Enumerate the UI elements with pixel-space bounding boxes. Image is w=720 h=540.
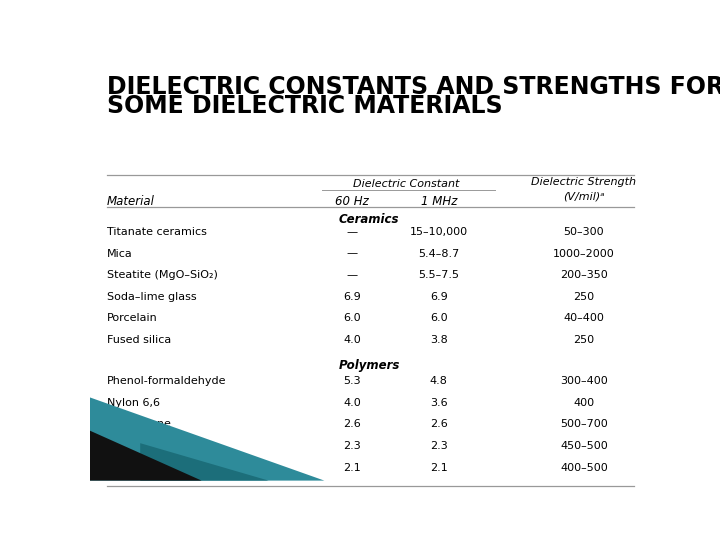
Text: Polyethylene: Polyethylene bbox=[107, 441, 179, 451]
Polygon shape bbox=[90, 431, 202, 481]
Text: 2.3: 2.3 bbox=[430, 441, 448, 451]
Text: Material: Material bbox=[107, 194, 155, 207]
Text: 200–350: 200–350 bbox=[560, 270, 608, 280]
Text: 2.6: 2.6 bbox=[430, 420, 448, 429]
Text: 15–10,000: 15–10,000 bbox=[410, 227, 468, 237]
Text: Dielectric Strength: Dielectric Strength bbox=[531, 177, 636, 187]
Text: 4.0: 4.0 bbox=[343, 335, 361, 345]
Text: SOME DIELECTRIC MATERIALS: SOME DIELECTRIC MATERIALS bbox=[107, 94, 503, 118]
Text: Ceramics: Ceramics bbox=[338, 213, 400, 226]
Text: 400–500: 400–500 bbox=[560, 463, 608, 472]
Text: Phenol-formaldehyde: Phenol-formaldehyde bbox=[107, 376, 226, 386]
Text: Polystyrene: Polystyrene bbox=[107, 420, 171, 429]
Text: 400: 400 bbox=[573, 398, 595, 408]
Polygon shape bbox=[90, 397, 324, 481]
Text: Dielectric Constant: Dielectric Constant bbox=[354, 179, 460, 189]
Text: 4.0: 4.0 bbox=[343, 398, 361, 408]
Text: Polymers: Polymers bbox=[338, 359, 400, 372]
Text: —: — bbox=[347, 227, 358, 237]
Text: 3.6: 3.6 bbox=[430, 398, 448, 408]
Text: Fused silica: Fused silica bbox=[107, 335, 171, 345]
Text: 40–400: 40–400 bbox=[563, 313, 604, 323]
Text: 6.9: 6.9 bbox=[343, 292, 361, 302]
Polygon shape bbox=[140, 443, 269, 481]
Text: 4.8: 4.8 bbox=[430, 376, 448, 386]
Text: DIELECTRIC CONSTANTS AND STRENGTHS FOR: DIELECTRIC CONSTANTS AND STRENGTHS FOR bbox=[107, 75, 720, 99]
Text: Porcelain: Porcelain bbox=[107, 313, 158, 323]
Text: 6.9: 6.9 bbox=[430, 292, 448, 302]
Text: 6.0: 6.0 bbox=[430, 313, 448, 323]
Text: Polytetrafluoroethylene: Polytetrafluoroethylene bbox=[107, 463, 238, 472]
Text: Mica: Mica bbox=[107, 248, 132, 259]
Text: 2.1: 2.1 bbox=[430, 463, 448, 472]
Text: 5.5–7.5: 5.5–7.5 bbox=[418, 270, 459, 280]
Text: (V/mil)ᵃ: (V/mil)ᵃ bbox=[563, 192, 605, 201]
Text: 250: 250 bbox=[573, 292, 595, 302]
Text: 6.0: 6.0 bbox=[343, 313, 361, 323]
Text: 1000–2000: 1000–2000 bbox=[553, 248, 615, 259]
Text: Nylon 6,6: Nylon 6,6 bbox=[107, 398, 160, 408]
Text: —: — bbox=[347, 270, 358, 280]
Text: 250: 250 bbox=[573, 335, 595, 345]
Text: 3.8: 3.8 bbox=[430, 335, 448, 345]
Text: 5.3: 5.3 bbox=[343, 376, 361, 386]
Text: 300–400: 300–400 bbox=[560, 376, 608, 386]
Text: 60 Hz: 60 Hz bbox=[336, 194, 369, 207]
Text: 2.3: 2.3 bbox=[343, 441, 361, 451]
Text: 450–500: 450–500 bbox=[560, 441, 608, 451]
Text: Titanate ceramics: Titanate ceramics bbox=[107, 227, 207, 237]
Text: —: — bbox=[347, 248, 358, 259]
Text: 2.6: 2.6 bbox=[343, 420, 361, 429]
Text: Steatite (MgO–SiO₂): Steatite (MgO–SiO₂) bbox=[107, 270, 217, 280]
Text: 5.4–8.7: 5.4–8.7 bbox=[418, 248, 459, 259]
Text: 500–700: 500–700 bbox=[560, 420, 608, 429]
Text: 1 MHz: 1 MHz bbox=[420, 194, 457, 207]
Text: 2.1: 2.1 bbox=[343, 463, 361, 472]
Text: 50–300: 50–300 bbox=[564, 227, 604, 237]
Text: Soda–lime glass: Soda–lime glass bbox=[107, 292, 197, 302]
